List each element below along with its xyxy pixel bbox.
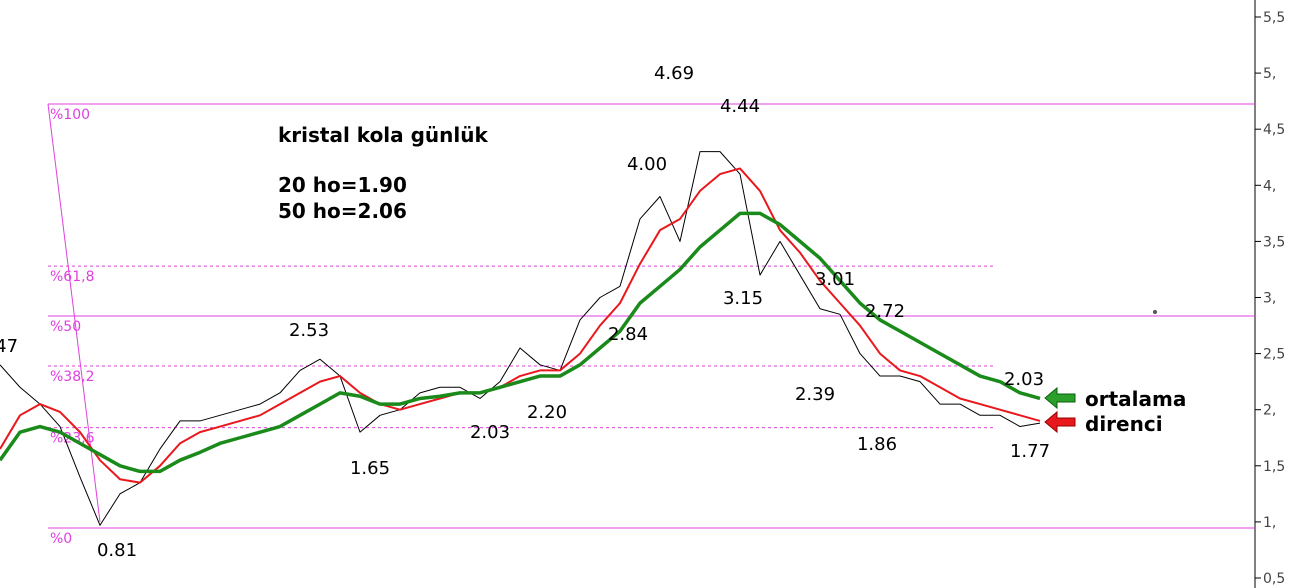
annotation: 2.53: [289, 320, 329, 341]
series-line: [0, 151, 1041, 526]
series-line: [0, 211, 1041, 474]
fib-label: %61,8: [50, 269, 94, 285]
fib-diagonal: [47, 103, 101, 523]
annotation: 3.01: [815, 269, 855, 290]
y-tick-label: 4,: [1263, 178, 1276, 194]
fib-label: %38,2: [50, 369, 94, 385]
annotation: 2.03: [470, 422, 510, 443]
annotation: 2.39: [795, 384, 835, 405]
annotation: 2.03: [1004, 369, 1044, 390]
annotation: 4.69: [654, 63, 694, 84]
fib-label: %50: [50, 319, 81, 335]
ma-label: 50 ho=2.06: [278, 199, 407, 223]
series-line: [0, 167, 1041, 484]
arrow: [1044, 410, 1076, 434]
y-tick-label: 3,: [1263, 291, 1276, 307]
annotation: 4.00: [627, 154, 667, 175]
annotation: 1.86: [857, 434, 897, 455]
annotation: 2.47: [0, 336, 18, 357]
annotation: 4.44: [720, 96, 760, 117]
y-tick-label: 5,5: [1263, 10, 1285, 26]
annotation: 2.72: [865, 301, 905, 322]
y-tick-label: 5,: [1263, 66, 1276, 82]
y-tick-label: 1,5: [1263, 459, 1285, 475]
side-note: direnci: [1085, 412, 1163, 436]
chart-title: kristal kola günlük: [278, 123, 489, 147]
y-tick-label: 4,5: [1263, 122, 1285, 138]
y-tick-label: 3,5: [1263, 234, 1285, 250]
side-note: ortalama: [1085, 387, 1186, 411]
y-tick-label: 2,: [1263, 403, 1276, 419]
annotation: 3.15: [723, 288, 763, 309]
fib-label: %100: [50, 107, 90, 123]
annotation: 0.81: [97, 540, 137, 561]
annotation: 1.65: [350, 458, 390, 479]
annotation: 2.84: [608, 324, 648, 345]
annotation: 1.77: [1010, 441, 1050, 462]
y-tick-label: 1,: [1263, 515, 1276, 531]
annotation: 2.20: [527, 402, 567, 423]
y-tick-label: 2,5: [1263, 347, 1285, 363]
fib-label: %0: [50, 531, 72, 547]
dot: [1153, 310, 1157, 314]
arrow: [1044, 386, 1076, 410]
y-tick-label: 0,5: [1263, 571, 1285, 587]
ma-label: 20 ho=1.90: [278, 173, 407, 197]
